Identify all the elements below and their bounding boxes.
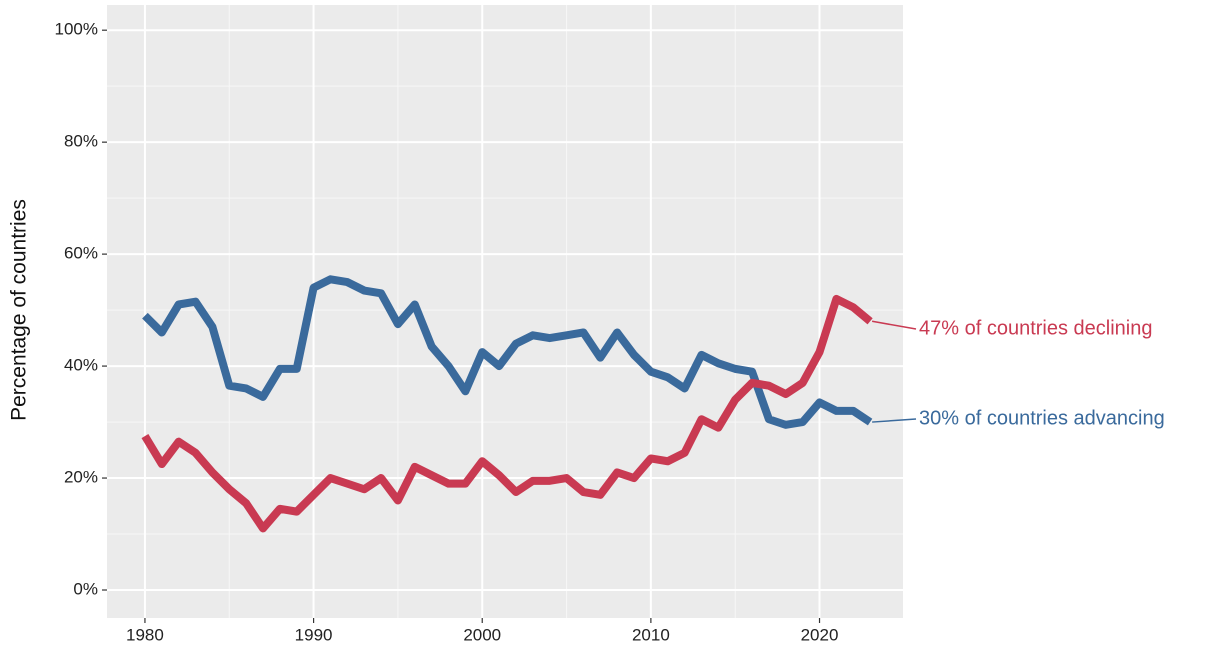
plot-panel	[107, 5, 903, 618]
x-tick-label: 2020	[801, 625, 839, 644]
y-tick-label: 100%	[55, 20, 98, 39]
y-tick-label: 80%	[64, 132, 98, 151]
line	[141, 294, 873, 533]
leader-line	[871, 320, 917, 330]
annotation: 47% of countries declining	[919, 317, 1152, 339]
annotation: 30% of countries advancing	[919, 407, 1165, 429]
y-tick-label: 0%	[73, 579, 98, 598]
x-tick-label: 2000	[463, 625, 501, 644]
leader-line	[872, 418, 917, 423]
x-tick-label: 2010	[632, 625, 670, 644]
y-tick-label: 20%	[64, 468, 98, 487]
y-tick-label: 60%	[64, 244, 98, 263]
y-tick-label: 40%	[64, 356, 98, 375]
x-tick-label: 1990	[295, 625, 333, 644]
x-tick-label: 1980	[126, 625, 164, 644]
y-axis-label: Percentage of countries	[8, 199, 31, 421]
line	[142, 275, 873, 429]
